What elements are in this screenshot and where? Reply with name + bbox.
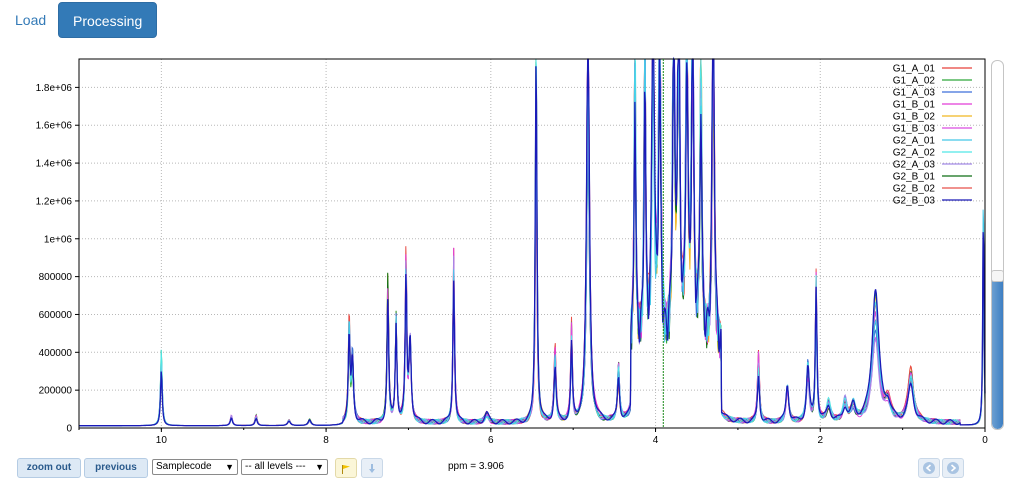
series-line-G2_A_02 (79, 58, 986, 427)
dropdown-arrow-icon: ▼ (315, 462, 324, 472)
sample-select[interactable]: Samplecode ▼ (152, 459, 238, 475)
nav-next-button[interactable] (942, 458, 964, 478)
series-line-G1_B_03 (79, 58, 986, 427)
tab-processing[interactable]: Processing (58, 2, 158, 38)
series-line-G1_A_01 (79, 58, 986, 427)
series-line-G2_B_01 (79, 58, 986, 427)
series-line-G2_B_03 (79, 56, 986, 427)
series-line-G1_A_02 (79, 58, 986, 427)
series-line-G1_A_03 (79, 58, 986, 427)
flag-button[interactable] (335, 458, 357, 478)
tab-load[interactable]: Load (15, 12, 47, 28)
series-line-G1_B_02 (79, 58, 986, 427)
nav-previous-button[interactable] (918, 458, 940, 478)
sample-select-value: Samplecode (156, 461, 212, 472)
levels-select[interactable]: -- all levels --- ▼ (241, 459, 328, 475)
legend-label: G2_A_03 (893, 160, 936, 171)
x-tick-label: 8 (323, 435, 329, 446)
slider-handle[interactable] (992, 269, 1003, 282)
y-tick-label: 600000 (39, 310, 73, 321)
legend-label: G2_B_02 (893, 184, 936, 195)
legend-label: G2_A_01 (893, 136, 936, 147)
download-button[interactable] (361, 458, 383, 478)
series-line-G1_B_01 (79, 58, 986, 427)
zoom-out-button[interactable]: zoom out (17, 458, 81, 478)
y-tick-label: 1.2e+06 (36, 196, 73, 207)
plot-legend: G1_A_01G1_A_02G1_A_03G1_B_01G1_B_02G1_B_… (893, 64, 972, 207)
series-line-G2_A_03 (79, 58, 986, 427)
dropdown-arrow-icon: ▼ (225, 462, 234, 472)
legend-label: G1_A_01 (893, 64, 936, 75)
circle-right-icon (947, 462, 959, 474)
legend-label: G1_A_03 (893, 88, 936, 99)
spectrum-plot[interactable]: 10 8 6 4 2 0 200000 400000 600000 800000 1e+06 1.2e… (0, 48, 1000, 448)
circle-left-icon (923, 462, 935, 474)
previous-button[interactable]: previous (84, 458, 148, 478)
levels-select-value: -- all levels --- (245, 461, 306, 472)
ppm-readout: ppm = 3.906 (448, 461, 504, 472)
series-line-G2_B_02 (79, 58, 986, 427)
legend-label: G1_B_03 (893, 124, 936, 135)
x-tick-label: 0 (982, 435, 988, 446)
legend-label: G2_B_01 (893, 172, 936, 183)
series-line-G2_A_01 (79, 57, 986, 427)
y-tick-label: 200000 (39, 386, 73, 397)
x-tick-label: 2 (817, 435, 823, 446)
legend-label: G2_B_03 (893, 196, 936, 207)
y-tick-label: 1.4e+06 (36, 159, 73, 170)
slider-fill (992, 273, 1003, 429)
plot-grid (79, 59, 986, 428)
intensity-slider[interactable] (991, 60, 1004, 430)
legend-label: G2_A_02 (893, 148, 936, 159)
y-tick-label: 1e+06 (44, 234, 73, 245)
legend-label: G1_B_01 (893, 100, 936, 111)
spectrum-lines (79, 56, 986, 427)
flag-icon (342, 465, 350, 474)
y-tick-label: 800000 (39, 272, 73, 283)
x-tick-label: 6 (488, 435, 494, 446)
y-tick-label: 1.8e+06 (36, 83, 73, 94)
download-icon (369, 464, 375, 473)
plot-axes: 10 8 6 4 2 0 200000 400000 600000 800000 1e+06 1.2e… (36, 58, 988, 446)
x-tick-label: 4 (653, 435, 659, 446)
y-tick-label: 1.6e+06 (36, 121, 73, 132)
y-tick-label: 400000 (39, 348, 73, 359)
legend-label: G1_A_02 (893, 76, 936, 87)
y-tick-label: 0 (66, 424, 72, 435)
x-tick-label: 10 (156, 435, 168, 446)
legend-label: G1_B_02 (893, 112, 936, 123)
plot-frame (78, 58, 986, 429)
